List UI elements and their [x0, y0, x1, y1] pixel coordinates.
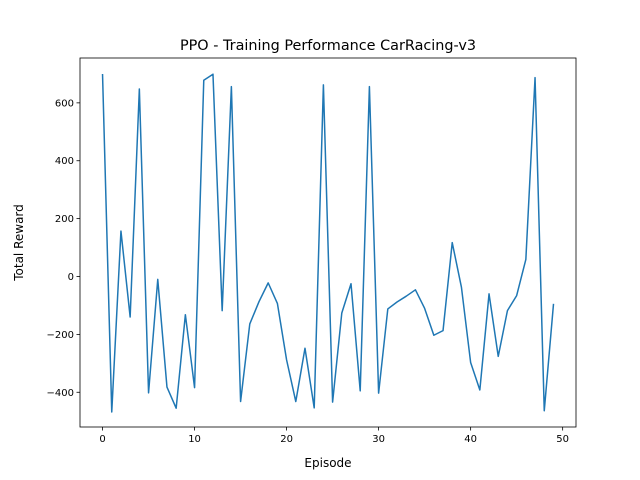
x-tick-label: 30: [372, 434, 385, 445]
x-tick-label: 10: [188, 434, 201, 445]
x-axis: 0 10 20 30 40 50: [99, 427, 569, 445]
y-tick-label: −400: [47, 388, 74, 399]
series-line-0: [101, 73, 555, 413]
y-tick-label: 200: [55, 214, 74, 225]
y-axis-label: Total Reward: [12, 204, 26, 282]
y-tick-label: 400: [55, 156, 74, 167]
y-tick-label: 0: [68, 272, 74, 283]
x-tick-label: 20: [280, 434, 293, 445]
chart-title: PPO - Training Performance CarRacing-v3: [180, 38, 476, 54]
x-tick-label: 40: [464, 434, 477, 445]
x-tick-label: 0: [99, 434, 105, 445]
y-tick-label: 600: [55, 98, 74, 109]
plot-frame: [79, 57, 577, 428]
x-axis-label: Episode: [304, 456, 351, 470]
x-tick-label: 50: [556, 434, 569, 445]
y-tick-label: −200: [47, 330, 74, 341]
y-axis: −400 −200 0 200 400 600: [47, 98, 80, 399]
plot-line-layer: [101, 73, 555, 413]
